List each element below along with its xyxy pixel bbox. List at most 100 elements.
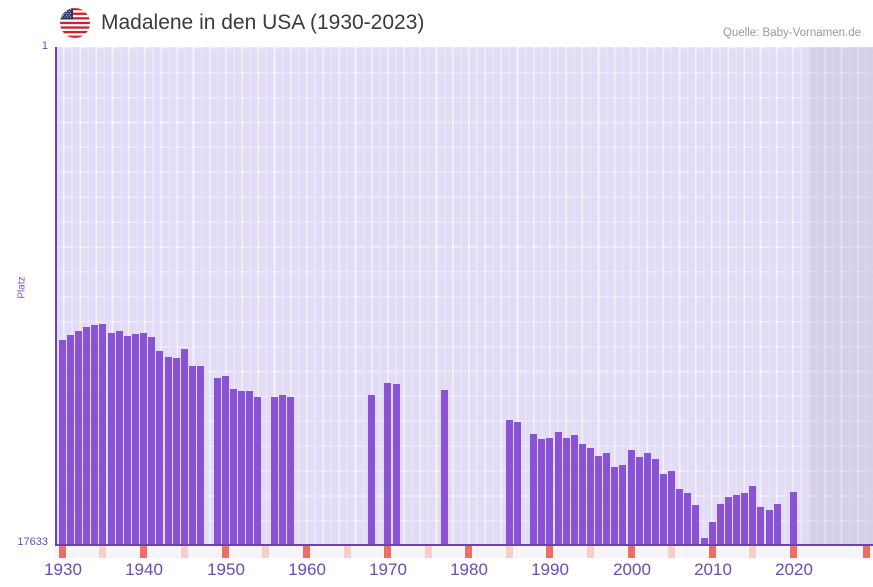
x-tick-1980 bbox=[465, 546, 472, 558]
bar-1998[interactable] bbox=[611, 467, 618, 545]
bar-1954[interactable] bbox=[254, 397, 261, 545]
x-axis-label-1990: 1990 bbox=[531, 560, 569, 579]
x-tick-1985 bbox=[506, 546, 513, 558]
bar-2005[interactable] bbox=[668, 471, 675, 545]
x-tick-1945 bbox=[181, 546, 188, 558]
bar-2010[interactable] bbox=[709, 522, 716, 545]
bar-1956[interactable] bbox=[271, 397, 278, 545]
bar-1932[interactable] bbox=[75, 331, 82, 545]
x-tick-2023 bbox=[863, 546, 870, 558]
bar-1951[interactable] bbox=[230, 389, 237, 545]
bar-2018[interactable] bbox=[774, 504, 781, 545]
x-tick-1970 bbox=[384, 546, 391, 558]
x-tick-1955 bbox=[262, 546, 269, 558]
bar-1990[interactable] bbox=[546, 438, 553, 545]
bar-1937[interactable] bbox=[116, 331, 123, 545]
bar-2012[interactable] bbox=[725, 497, 732, 545]
bar-1931[interactable] bbox=[67, 335, 74, 545]
bar-1968[interactable] bbox=[368, 395, 375, 545]
bar-1997[interactable] bbox=[603, 453, 610, 545]
x-tick-1950 bbox=[222, 546, 229, 558]
bar-1934[interactable] bbox=[91, 325, 98, 545]
bar-1989[interactable] bbox=[538, 439, 545, 545]
bar-1994[interactable] bbox=[579, 444, 586, 545]
y-axis-line bbox=[55, 47, 57, 546]
x-tick-2020 bbox=[790, 546, 797, 558]
x-tick-1940 bbox=[140, 546, 147, 558]
bar-1992[interactable] bbox=[563, 438, 570, 545]
x-tick-2015 bbox=[749, 546, 756, 558]
bar-2006[interactable] bbox=[676, 489, 683, 545]
bar-1993[interactable] bbox=[571, 435, 578, 545]
bar-2001[interactable] bbox=[636, 457, 643, 545]
bar-2007[interactable] bbox=[684, 493, 691, 545]
bar-1939[interactable] bbox=[132, 334, 139, 545]
bar-1957[interactable] bbox=[279, 395, 286, 545]
bar-1952[interactable] bbox=[238, 391, 245, 545]
x-axis-tick-strip bbox=[55, 546, 873, 558]
bar-2009[interactable] bbox=[701, 538, 708, 545]
bar-1991[interactable] bbox=[555, 432, 562, 545]
x-tick-2000 bbox=[628, 546, 635, 558]
bar-1945[interactable] bbox=[181, 349, 188, 545]
bar-1958[interactable] bbox=[287, 397, 294, 545]
bar-1943[interactable] bbox=[165, 357, 172, 545]
x-tick-1930 bbox=[59, 546, 66, 558]
bar-2002[interactable] bbox=[644, 453, 651, 545]
bar-2017[interactable] bbox=[766, 510, 773, 545]
x-axis-label-2010: 2010 bbox=[694, 560, 732, 579]
y-axis-top-tick-label: 1 bbox=[41, 40, 48, 52]
bar-1977[interactable] bbox=[441, 390, 448, 545]
x-tick-2005 bbox=[668, 546, 675, 558]
bar-2011[interactable] bbox=[717, 504, 724, 545]
bar-1947[interactable] bbox=[197, 366, 204, 545]
x-axis-line bbox=[55, 544, 873, 546]
x-tick-2010 bbox=[709, 546, 716, 558]
bar-1999[interactable] bbox=[619, 465, 626, 545]
bar-1936[interactable] bbox=[108, 333, 115, 545]
page-title: Madalene in den USA (1930-2023) bbox=[101, 11, 425, 34]
bar-2020[interactable] bbox=[790, 492, 797, 545]
source-credit: Quelle: Baby-Vornamen.de bbox=[722, 27, 861, 39]
bar-1953[interactable] bbox=[246, 391, 253, 545]
bar-2016[interactable] bbox=[757, 507, 764, 545]
bar-1933[interactable] bbox=[83, 327, 90, 545]
bar-2003[interactable] bbox=[652, 459, 659, 545]
unranked-period-shade bbox=[808, 47, 873, 545]
us-flag-icon bbox=[60, 8, 90, 38]
bar-2015[interactable] bbox=[749, 486, 756, 545]
bar-1944[interactable] bbox=[173, 358, 180, 545]
x-tick-1990 bbox=[546, 546, 553, 558]
bar-1941[interactable] bbox=[148, 337, 155, 545]
x-tick-1935 bbox=[99, 546, 106, 558]
bar-1986[interactable] bbox=[514, 422, 521, 545]
bar-1971[interactable] bbox=[393, 384, 400, 545]
bar-2004[interactable] bbox=[660, 474, 667, 545]
bar-2014[interactable] bbox=[741, 493, 748, 545]
bar-1930[interactable] bbox=[59, 340, 66, 545]
bar-1950[interactable] bbox=[222, 376, 229, 545]
x-tick-1965 bbox=[344, 546, 351, 558]
bar-2013[interactable] bbox=[733, 495, 740, 545]
x-axis-label-2000: 2000 bbox=[613, 560, 651, 579]
x-tick-1995 bbox=[587, 546, 594, 558]
x-axis-label-1930: 1930 bbox=[44, 560, 82, 579]
bar-1988[interactable] bbox=[530, 434, 537, 545]
bar-1942[interactable] bbox=[156, 351, 163, 545]
chart-header: Madalene in den USA (1930-2023) Quelle: … bbox=[0, 0, 873, 46]
bar-1935[interactable] bbox=[99, 324, 106, 545]
bar-1940[interactable] bbox=[140, 333, 147, 545]
plot-area bbox=[55, 47, 873, 545]
bar-1985[interactable] bbox=[506, 420, 513, 545]
bar-2008[interactable] bbox=[692, 505, 699, 545]
x-axis-label-1940: 1940 bbox=[125, 560, 163, 579]
bar-1949[interactable] bbox=[214, 378, 221, 545]
y-axis-bottom-tick-label: 17633 bbox=[17, 536, 48, 548]
bar-1970[interactable] bbox=[384, 383, 391, 545]
bar-1995[interactable] bbox=[587, 448, 594, 545]
bar-1946[interactable] bbox=[189, 366, 196, 545]
bar-2000[interactable] bbox=[628, 450, 635, 545]
bar-1996[interactable] bbox=[595, 456, 602, 545]
x-axis-label-1950: 1950 bbox=[207, 560, 245, 579]
bar-1938[interactable] bbox=[124, 336, 131, 545]
